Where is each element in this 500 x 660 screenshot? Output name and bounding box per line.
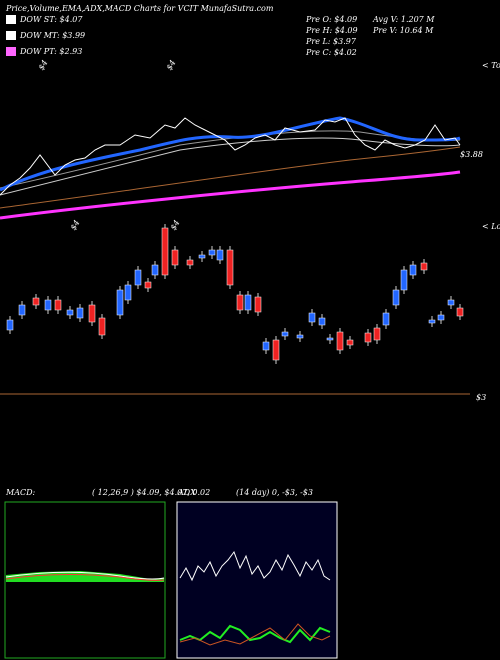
info: Pre V: 10.64 M bbox=[372, 26, 434, 35]
lows-label: < Lows bbox=[482, 222, 500, 231]
candle-body bbox=[88, 304, 96, 323]
legend-swatch bbox=[6, 15, 16, 24]
candle-body bbox=[262, 341, 270, 351]
candle-body bbox=[308, 312, 316, 323]
info: Pre O: $4.09 bbox=[305, 15, 357, 24]
candle-body bbox=[124, 284, 132, 301]
candle-body bbox=[244, 294, 252, 311]
candle-body bbox=[392, 289, 400, 306]
candle-body bbox=[373, 327, 381, 341]
candle-body bbox=[400, 269, 408, 291]
candle-body bbox=[428, 319, 436, 324]
candle-body bbox=[326, 337, 334, 341]
ema-lines bbox=[0, 116, 461, 220]
candle-body bbox=[364, 332, 372, 343]
adx-lines bbox=[179, 550, 331, 646]
adx-params: (14 day) 0, -$3, -$3 bbox=[236, 488, 313, 497]
candle-body bbox=[281, 331, 289, 337]
candle-body bbox=[76, 307, 84, 319]
candle-body bbox=[272, 339, 280, 361]
candle-body bbox=[318, 317, 326, 326]
candle-body bbox=[171, 249, 179, 266]
candle-body bbox=[208, 249, 216, 256]
candle-body bbox=[226, 249, 234, 286]
candle-body bbox=[336, 331, 344, 351]
candle-body bbox=[151, 264, 159, 276]
legend-entry: DOW ST: $4.07 bbox=[19, 15, 83, 24]
candle-body bbox=[437, 314, 445, 321]
candle-body bbox=[382, 312, 390, 326]
candle-body bbox=[32, 297, 40, 306]
candle-body bbox=[6, 319, 14, 331]
candle-body bbox=[236, 294, 244, 311]
adx-panel bbox=[176, 501, 338, 659]
candle-body bbox=[144, 281, 152, 289]
marker: $4 bbox=[165, 58, 178, 71]
legend-swatch bbox=[6, 47, 16, 56]
macd-name: MACD: bbox=[5, 488, 36, 497]
marker: $4 bbox=[169, 218, 182, 231]
candle-body bbox=[346, 339, 354, 346]
candle-body bbox=[216, 249, 224, 261]
legend-entry: DOW MT: $3.99 bbox=[19, 31, 85, 40]
candle-body bbox=[198, 254, 206, 259]
tops-label: < Tops bbox=[482, 61, 500, 70]
candle-body bbox=[456, 307, 464, 317]
legend-swatch bbox=[6, 31, 16, 40]
candle-body bbox=[409, 264, 417, 276]
candle-body bbox=[18, 304, 26, 316]
marker: $4 bbox=[69, 218, 82, 231]
marker: $4 bbox=[37, 58, 50, 71]
candle-body bbox=[447, 299, 455, 306]
info: Pre H: $4.09 bbox=[305, 26, 358, 35]
candle-body bbox=[98, 317, 106, 336]
bottom-label: $3 bbox=[476, 393, 486, 402]
legend-entry: DOW PT: $2.93 bbox=[19, 47, 82, 56]
adx-name: ADX bbox=[177, 488, 196, 497]
candle-body bbox=[66, 309, 74, 316]
candle-body bbox=[254, 296, 262, 313]
candles bbox=[6, 224, 464, 364]
macd-params: ( 12,26,9 ) $4.09, $4.07, 0.02 bbox=[92, 488, 210, 497]
info: Pre L: $3.97 bbox=[305, 37, 357, 46]
info: Pre C: $4.02 bbox=[305, 48, 357, 57]
candle-body bbox=[296, 334, 304, 339]
candle-body bbox=[420, 262, 428, 271]
candle-body bbox=[44, 299, 52, 311]
candle-body bbox=[54, 299, 62, 311]
level-label: $3.88 bbox=[460, 150, 483, 159]
candle-body bbox=[161, 227, 169, 276]
candle-body bbox=[116, 289, 124, 316]
candle-body bbox=[134, 269, 142, 286]
info: Avg V: 1.207 M bbox=[372, 15, 435, 24]
chart-title: Price,Volume,EMA,ADX,MACD Charts for VCI… bbox=[5, 4, 274, 13]
macd-lines bbox=[5, 571, 165, 582]
candle-body bbox=[186, 259, 194, 266]
